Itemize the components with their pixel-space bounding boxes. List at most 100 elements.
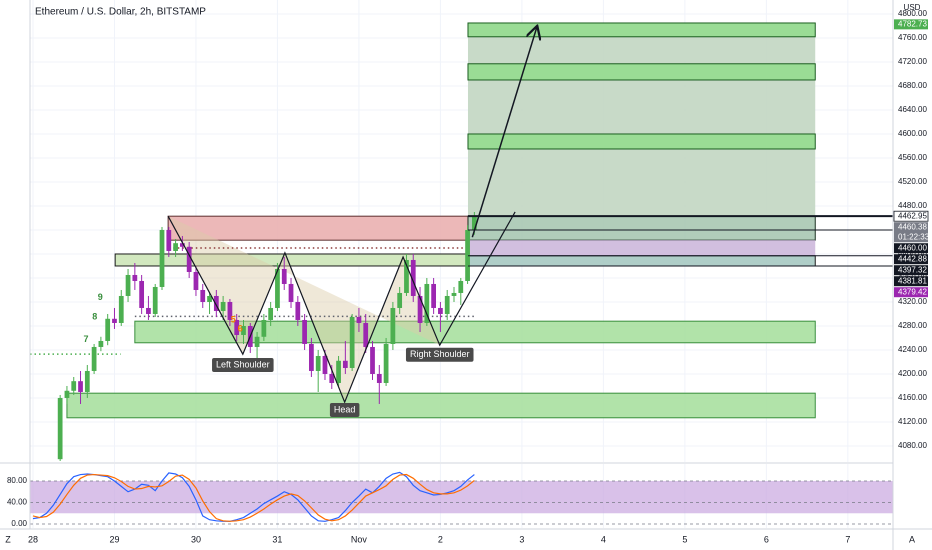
candle-body	[336, 360, 341, 383]
candle-body	[166, 229, 172, 251]
candle-body	[438, 307, 443, 314]
y-tick-label: 4640.00	[898, 105, 927, 114]
candle-body	[207, 295, 212, 302]
candle-body	[98, 340, 104, 347]
count-label: 9	[98, 292, 103, 302]
y-tick-label: 4560.00	[898, 153, 927, 162]
pattern-label: Left Shoulder	[216, 359, 270, 369]
candle-body	[424, 283, 430, 323]
y-tick-label: 4280.00	[898, 321, 927, 330]
count-label: 5	[231, 314, 236, 324]
candle-body	[254, 336, 260, 347]
x-tick-label: 6	[764, 534, 769, 544]
candle-body	[193, 271, 199, 290]
zone	[467, 215, 816, 241]
currency: USD	[904, 3, 921, 12]
candle-body	[410, 259, 416, 296]
y-tick-label: 4760.00	[898, 33, 927, 42]
y-tick-label: 4080.00	[898, 441, 927, 450]
candle-body	[295, 301, 301, 320]
candle-body	[376, 373, 382, 383]
candle-body	[417, 295, 423, 323]
candle-body	[186, 246, 192, 272]
candle-body	[241, 325, 246, 335]
candle-body	[465, 229, 470, 281]
candle-body	[431, 283, 437, 308]
pattern-line	[167, 211, 516, 404]
candle-body	[288, 283, 294, 302]
price-label-box	[894, 276, 928, 287]
oscillator-tick-label: 40.00	[7, 498, 28, 507]
zone	[467, 255, 816, 267]
x-tick-label: 4	[601, 534, 606, 544]
zone	[66, 392, 816, 419]
zone	[467, 240, 816, 256]
candle-body	[471, 216, 477, 230]
y-tick-label: 4720.00	[898, 57, 927, 66]
candle-body	[84, 370, 90, 392]
zone	[167, 215, 469, 241]
price-label: 4442.88	[898, 254, 927, 263]
candle-body	[370, 346, 375, 374]
candle-body	[458, 280, 464, 293]
candle-body	[146, 307, 151, 314]
candle-body	[356, 316, 362, 323]
candle-body	[281, 268, 287, 284]
price-label-box	[894, 243, 928, 254]
zone	[467, 133, 816, 150]
price-label: 4379.42	[898, 287, 927, 296]
y-tick-label: 4320.00	[898, 297, 927, 306]
candle-body	[139, 280, 145, 308]
candle-body	[125, 274, 131, 296]
candle-body	[315, 355, 321, 371]
y-tick-label: 4160.00	[898, 393, 927, 402]
price-pane	[30, 0, 893, 462]
label-box	[212, 357, 274, 372]
candle-body	[390, 307, 396, 344]
arrow	[471, 27, 537, 238]
y-tick-label: 4200.00	[898, 369, 927, 378]
y-tick-label: 4240.00	[898, 345, 927, 354]
zone	[467, 63, 816, 81]
candle-body	[71, 381, 77, 391]
candle-body	[78, 381, 83, 392]
count-label: 6	[238, 323, 243, 333]
count-label: 8	[92, 311, 97, 321]
y-tick-label: 4400.00	[898, 249, 927, 258]
candle-body	[234, 319, 240, 335]
candle-body	[268, 307, 274, 320]
price-label: 4381.81	[898, 276, 927, 285]
x-tick-label: 2	[438, 534, 443, 544]
zone	[467, 22, 816, 38]
candle-body	[227, 301, 233, 320]
x-tick-label: 28	[28, 534, 38, 544]
candle-body	[105, 318, 111, 341]
x-tick-label: 29	[109, 534, 119, 544]
ui-button[interactable]: Z	[5, 534, 11, 544]
candle-body	[57, 397, 63, 460]
candle-body	[180, 243, 185, 247]
y-tick-label: 4600.00	[898, 129, 927, 138]
pattern-label: Right Shoulder	[410, 349, 470, 359]
oscillator-line	[32, 473, 475, 522]
candle-body	[261, 319, 267, 337]
price-label-box	[893, 210, 929, 222]
x-tick-label: Nov	[351, 534, 368, 544]
price-label: 4462.95	[898, 211, 927, 220]
candle-body	[275, 268, 280, 308]
price-label-box	[894, 254, 928, 265]
countdown: 01:22:33	[898, 232, 930, 241]
oscillator-tick-label: 0.00	[11, 519, 27, 528]
price-label-box	[894, 222, 928, 243]
candle-body	[302, 319, 307, 344]
ui-button[interactable]: A	[909, 534, 915, 544]
x-tick-label: 7	[845, 534, 850, 544]
candle-body	[213, 295, 219, 311]
candle-body	[309, 343, 314, 371]
oscillator-tick-label: 80.00	[7, 476, 28, 485]
price-label: 4460.00	[898, 243, 927, 252]
candle-body	[173, 243, 178, 251]
x-tick-label: 30	[191, 534, 201, 544]
candle-body	[329, 373, 335, 383]
